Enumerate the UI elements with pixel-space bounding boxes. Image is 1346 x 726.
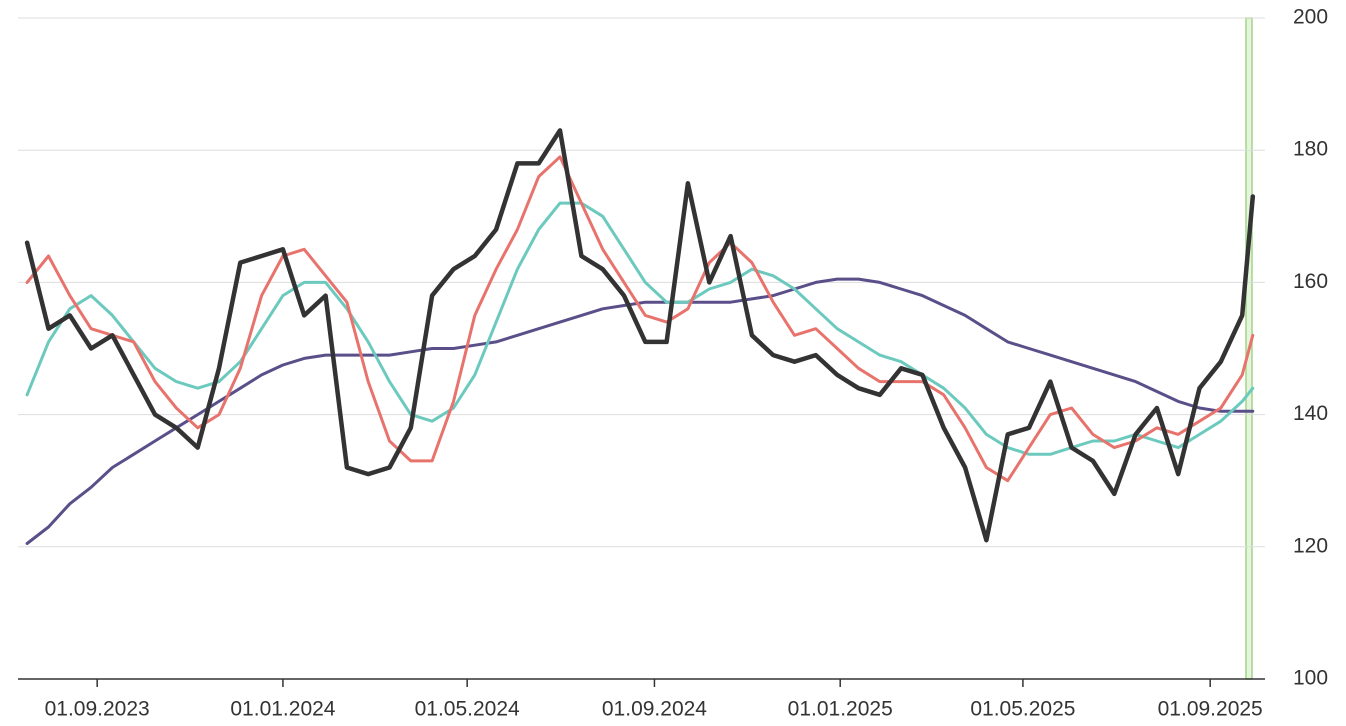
x-tick-label: 01.09.2025 <box>1158 698 1263 721</box>
series-line <box>24 128 1256 543</box>
y-tick-label: 200 <box>1293 6 1328 29</box>
x-tick-label: 01.05.2024 <box>415 698 520 721</box>
series-line <box>25 201 1255 456</box>
series-line <box>25 155 1255 483</box>
x-tick-label: 01.05.2025 <box>970 698 1075 721</box>
x-tick-label: 01.09.2023 <box>45 698 150 721</box>
y-tick-label: 140 <box>1293 402 1328 425</box>
y-tick-label: 100 <box>1293 667 1328 690</box>
series-line <box>25 277 1255 545</box>
y-tick-label: 180 <box>1293 138 1328 161</box>
x-tick-label: 01.01.2025 <box>788 698 893 721</box>
x-tick-label: 01.01.2024 <box>230 698 335 721</box>
y-tick-label: 160 <box>1293 270 1328 293</box>
x-tick-label: 01.09.2024 <box>602 698 707 721</box>
y-tick-label: 120 <box>1293 534 1328 557</box>
